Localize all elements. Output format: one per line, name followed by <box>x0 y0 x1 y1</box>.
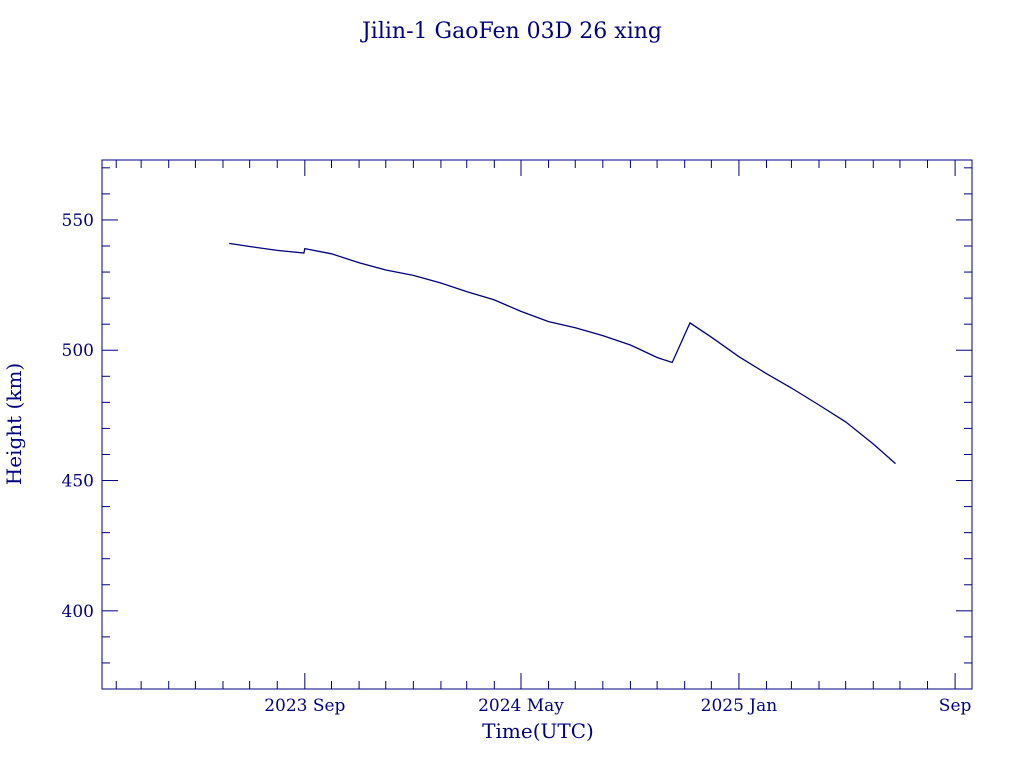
height-series-line <box>229 242 896 465</box>
x-tick-label: 2024 May <box>478 696 564 716</box>
y-tick-label: 550 <box>62 211 94 231</box>
x-tick-label: 2025 Jan <box>701 696 778 716</box>
y-tick-label: 400 <box>62 602 94 622</box>
y-tick-label: 450 <box>62 472 94 492</box>
y-axis-label: Height (km) <box>2 363 26 485</box>
plot-frame <box>101 159 973 690</box>
y-tick-label: 500 <box>62 341 94 361</box>
x-axis-ticks: 2023 Sep 2024 May 2025 Jan Sep <box>115 160 972 716</box>
x-axis-label: Time(UTC) <box>482 719 594 743</box>
chart-title: Jilin-1 GaoFen 03D 26 xing <box>360 19 662 44</box>
x-tick-label: Sep <box>939 696 972 716</box>
x-tick-label: 2023 Sep <box>264 696 345 716</box>
y-axis-ticks: 400 450 500 550 <box>62 167 972 690</box>
